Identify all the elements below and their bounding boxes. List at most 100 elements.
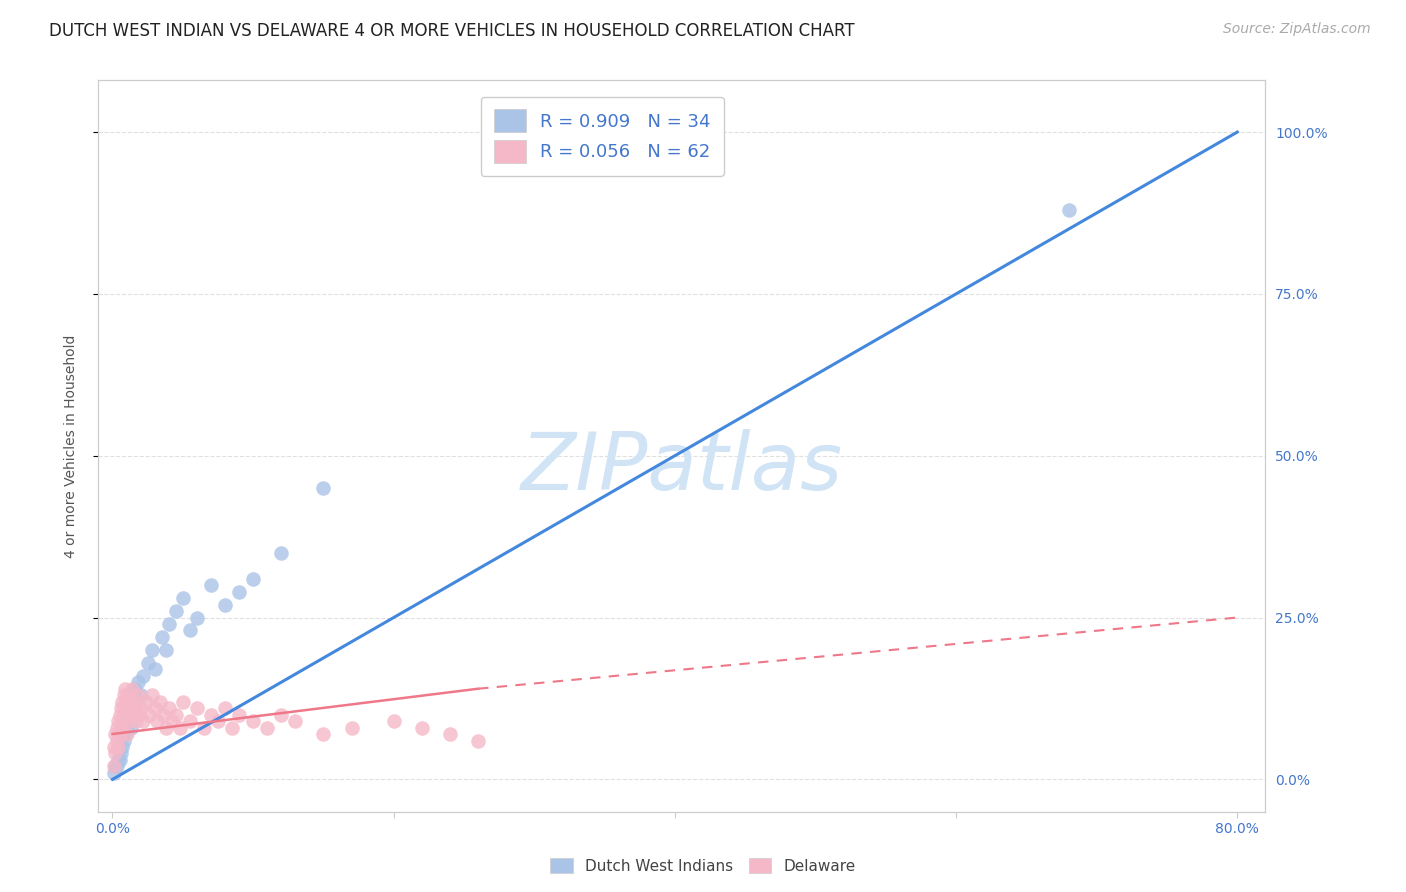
Point [179,624,201,638]
Point [122,701,145,715]
Point [207,714,229,728]
Point [141,688,163,702]
Point [124,681,146,696]
Point [155,721,177,735]
Point [110,747,132,761]
Point [132,714,155,728]
Point [149,695,172,709]
Point [122,695,145,709]
Point [110,701,132,715]
Point [132,669,155,683]
Point [186,610,208,624]
Point [165,707,187,722]
Point [157,701,180,715]
Legend: Dutch West Indians, Delaware: Dutch West Indians, Delaware [544,852,862,880]
Point [439,727,461,741]
Point [105,721,128,735]
Point [112,707,135,722]
Point [105,759,128,773]
Point [186,701,208,715]
Point [127,675,149,690]
Point [256,721,278,735]
Point [118,707,141,722]
Point [135,695,157,709]
Point [172,695,194,709]
Point [136,656,159,670]
Text: ZIPatlas: ZIPatlas [520,429,844,507]
Point [172,591,194,606]
Point [270,707,292,722]
Point [114,727,136,741]
Point [228,707,250,722]
Point [128,707,150,722]
Point [103,759,125,773]
Point [242,714,264,728]
Y-axis label: 4 or more Vehicles in Household: 4 or more Vehicles in Household [63,334,77,558]
Point [152,707,174,722]
Point [115,695,138,709]
Point [108,753,131,767]
Point [124,695,146,709]
Point [120,707,142,722]
Point [155,643,177,657]
Point [118,688,141,702]
Point [107,714,129,728]
Point [111,714,134,728]
Point [115,721,138,735]
Point [382,714,405,728]
Point [141,643,163,657]
Point [107,739,129,754]
Point [200,578,222,592]
Point [114,701,136,715]
Point [193,721,215,735]
Point [228,584,250,599]
Point [103,765,125,780]
Point [111,695,134,709]
Point [221,721,243,735]
Point [157,617,180,632]
Point [115,727,138,741]
Point [143,662,166,676]
Point [179,714,201,728]
Point [127,688,149,702]
Point [104,759,127,773]
Point [125,714,148,728]
Point [112,733,135,747]
Point [467,733,489,747]
Point [121,681,143,696]
Point [150,630,173,644]
Point [284,714,307,728]
Point [165,604,187,618]
Text: Source: ZipAtlas.com: Source: ZipAtlas.com [1223,22,1371,37]
Point [105,733,128,747]
Point [214,701,236,715]
Point [117,714,139,728]
Point [242,572,264,586]
Point [104,727,127,741]
Point [108,727,131,741]
Point [312,727,335,741]
Point [146,714,169,728]
Legend: R = 0.909   N = 34, R = 0.056   N = 62: R = 0.909 N = 34, R = 0.056 N = 62 [481,96,724,176]
Point [108,707,131,722]
Point [312,481,335,495]
Text: DUTCH WEST INDIAN VS DELAWARE 4 OR MORE VEHICLES IN HOUSEHOLD CORRELATION CHART: DUTCH WEST INDIAN VS DELAWARE 4 OR MORE … [49,22,855,40]
Point [104,747,127,761]
Point [120,721,142,735]
Point [103,739,125,754]
Point [138,707,160,722]
Point [160,714,183,728]
Point [1057,202,1080,217]
Point [129,688,152,702]
Point [129,701,152,715]
Point [114,681,136,696]
Point [200,707,222,722]
Point [110,721,132,735]
Point [270,546,292,560]
Point [214,598,236,612]
Point [111,739,134,754]
Point [169,721,191,735]
Point [411,721,433,735]
Point [112,688,135,702]
Point [107,753,129,767]
